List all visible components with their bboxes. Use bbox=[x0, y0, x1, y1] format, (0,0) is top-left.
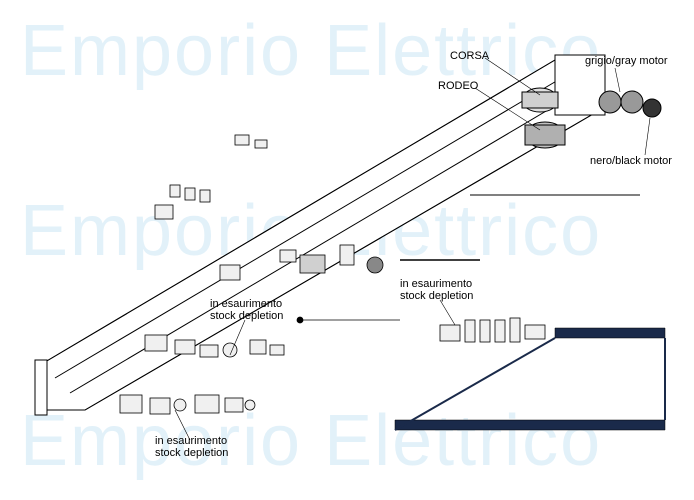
label-black-motor: nero/black motor bbox=[590, 155, 672, 167]
label-gray-motor: grigio/gray motor bbox=[585, 55, 668, 67]
technical-diagram bbox=[0, 0, 694, 500]
label-rodeo: RODEO bbox=[438, 80, 478, 92]
label-stock-3: in esaurimento stock depletion bbox=[400, 278, 473, 302]
label-stock-1: in esaurimento stock depletion bbox=[210, 298, 283, 322]
lower-rail bbox=[395, 195, 665, 430]
diagram-container: CORSA RODEO grigio/gray motor nero/black… bbox=[0, 0, 694, 500]
label-corsa: CORSA bbox=[450, 50, 489, 62]
label-stock-2: in esaurimento stock depletion bbox=[155, 435, 228, 459]
main-rail bbox=[35, 55, 605, 415]
